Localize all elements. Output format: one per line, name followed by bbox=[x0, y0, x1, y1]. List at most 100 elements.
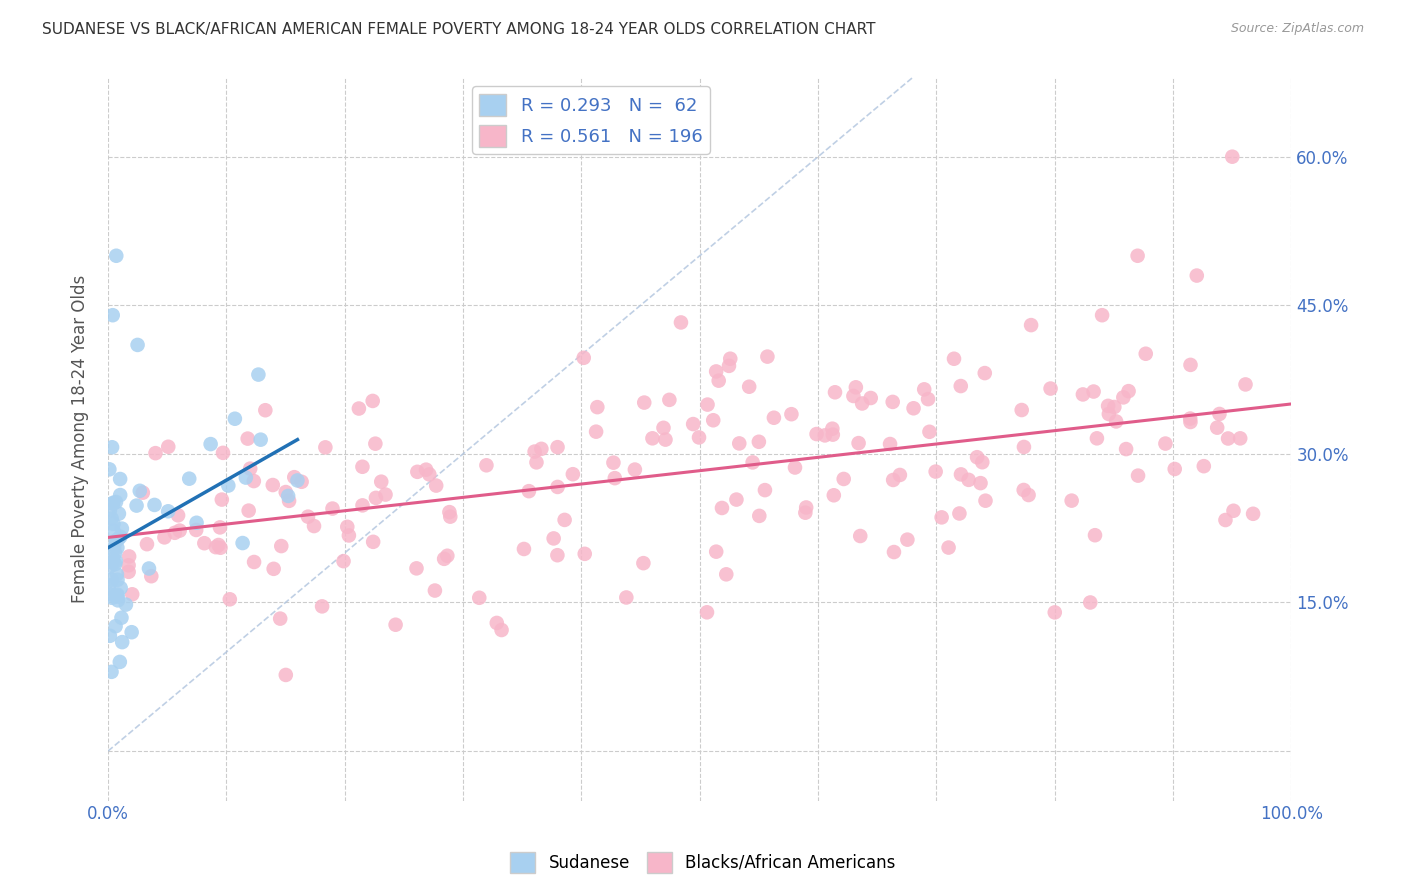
Point bbox=[546, 548, 568, 562]
Point bbox=[364, 436, 387, 450]
Point bbox=[121, 625, 143, 640]
Point bbox=[218, 592, 240, 607]
Point bbox=[948, 507, 970, 521]
Point bbox=[966, 450, 988, 465]
Point bbox=[1112, 390, 1135, 404]
Point bbox=[882, 473, 904, 487]
Point bbox=[972, 455, 994, 469]
Point bbox=[274, 485, 297, 500]
Point bbox=[849, 529, 872, 543]
Point bbox=[973, 366, 995, 380]
Point bbox=[842, 389, 865, 403]
Point bbox=[1192, 459, 1215, 474]
Point bbox=[145, 446, 167, 460]
Point bbox=[425, 478, 447, 492]
Point bbox=[278, 493, 301, 508]
Point bbox=[917, 392, 939, 406]
Point bbox=[696, 605, 718, 619]
Point bbox=[918, 425, 941, 439]
Point bbox=[943, 351, 966, 366]
Point bbox=[1215, 513, 1237, 527]
Point bbox=[475, 458, 498, 473]
Point bbox=[98, 503, 121, 517]
Point bbox=[974, 493, 997, 508]
Point bbox=[814, 428, 837, 442]
Point bbox=[211, 492, 233, 507]
Point bbox=[1105, 414, 1128, 428]
Point bbox=[115, 598, 138, 612]
Point bbox=[547, 440, 569, 454]
Point bbox=[704, 544, 727, 558]
Point bbox=[641, 431, 664, 445]
Point bbox=[232, 536, 254, 550]
Point bbox=[200, 437, 222, 451]
Point bbox=[1220, 150, 1243, 164]
Point bbox=[1043, 606, 1066, 620]
Point bbox=[517, 484, 540, 499]
Point bbox=[882, 395, 904, 409]
Point bbox=[423, 583, 446, 598]
Point bbox=[239, 461, 262, 475]
Point bbox=[167, 508, 190, 523]
Point bbox=[314, 441, 336, 455]
Point bbox=[1222, 504, 1244, 518]
Point bbox=[1180, 358, 1202, 372]
Point bbox=[696, 398, 718, 412]
Point bbox=[415, 463, 437, 477]
Point bbox=[193, 536, 215, 550]
Point bbox=[725, 492, 748, 507]
Point bbox=[138, 561, 160, 575]
Legend: Sudanese, Blacks/African Americans: Sudanese, Blacks/African Americans bbox=[503, 846, 903, 880]
Point bbox=[1154, 436, 1177, 450]
Point bbox=[823, 488, 845, 502]
Point bbox=[756, 350, 779, 364]
Point bbox=[100, 573, 122, 587]
Point bbox=[98, 578, 121, 592]
Point bbox=[270, 539, 292, 553]
Point bbox=[439, 505, 461, 519]
Point bbox=[949, 467, 972, 482]
Point bbox=[1185, 268, 1208, 283]
Point bbox=[879, 437, 901, 451]
Point bbox=[269, 612, 291, 626]
Point bbox=[163, 525, 186, 540]
Point bbox=[262, 478, 284, 492]
Point bbox=[859, 391, 882, 405]
Point bbox=[436, 549, 458, 563]
Point bbox=[1039, 382, 1062, 396]
Point bbox=[238, 503, 260, 517]
Point bbox=[98, 629, 121, 643]
Point bbox=[179, 472, 201, 486]
Point bbox=[1019, 318, 1042, 332]
Point bbox=[224, 411, 246, 425]
Point bbox=[754, 483, 776, 497]
Point bbox=[405, 561, 427, 575]
Point bbox=[543, 532, 565, 546]
Point bbox=[101, 556, 124, 570]
Point bbox=[1012, 440, 1035, 454]
Point bbox=[1078, 595, 1101, 609]
Point bbox=[658, 392, 681, 407]
Point bbox=[717, 359, 740, 373]
Point bbox=[824, 385, 846, 400]
Point bbox=[924, 465, 946, 479]
Point bbox=[104, 554, 127, 568]
Point bbox=[186, 523, 208, 537]
Point bbox=[1229, 431, 1251, 445]
Point bbox=[302, 519, 325, 533]
Point bbox=[1216, 432, 1239, 446]
Point bbox=[249, 433, 271, 447]
Point bbox=[108, 472, 131, 486]
Point bbox=[710, 500, 733, 515]
Point bbox=[1084, 528, 1107, 542]
Point bbox=[105, 541, 128, 555]
Point bbox=[718, 351, 741, 366]
Point bbox=[207, 538, 229, 552]
Point bbox=[1018, 488, 1040, 502]
Point bbox=[208, 520, 231, 534]
Point bbox=[107, 532, 129, 546]
Point bbox=[561, 467, 583, 482]
Point bbox=[780, 407, 803, 421]
Point bbox=[352, 499, 374, 513]
Point bbox=[554, 513, 576, 527]
